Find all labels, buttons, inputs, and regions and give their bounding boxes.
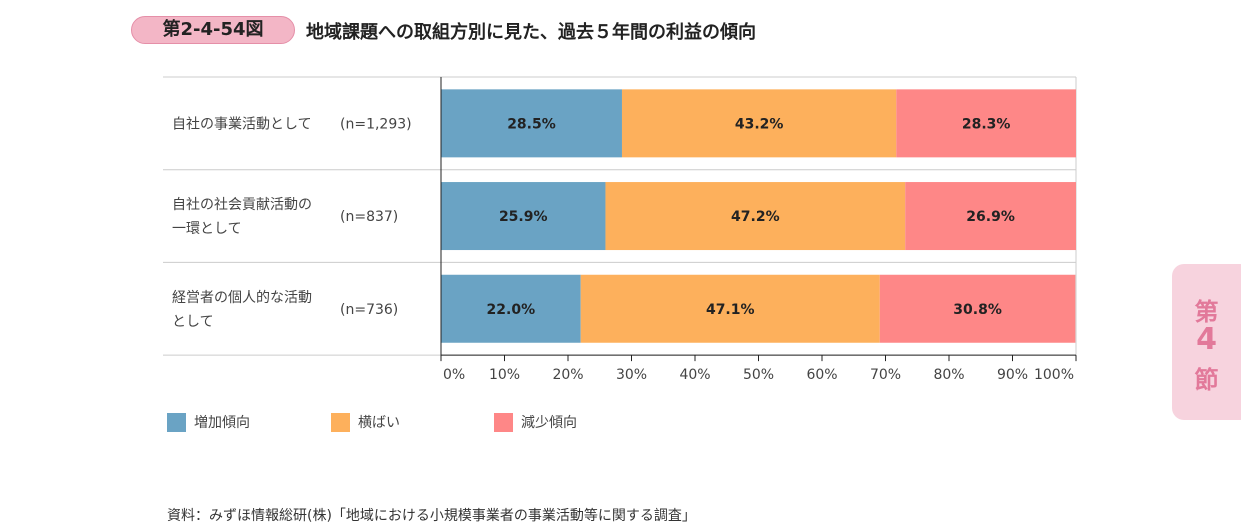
data-label: 28.3% [962, 116, 1011, 132]
figure-number-badge: 第2-4-54図 [131, 16, 295, 44]
x-tick-label: 0% [443, 367, 465, 383]
x-tick-label: 90% [997, 367, 1028, 383]
data-label: 30.8% [953, 302, 1002, 318]
bar-segment [879, 274, 1076, 343]
sample-size-label: (n=837) [340, 209, 398, 225]
bar-segment [441, 182, 606, 251]
category-label: 一環として [172, 221, 242, 237]
x-tick-label: 70% [870, 367, 901, 383]
bar-segment [896, 89, 1076, 158]
data-label: 25.9% [499, 209, 548, 225]
data-label: 26.9% [966, 209, 1015, 225]
x-tick-label: 40% [679, 367, 710, 383]
legend-label: 増加傾向 [194, 415, 250, 431]
x-tick-label: 10% [489, 367, 520, 383]
x-tick-label: 100% [1034, 367, 1074, 383]
category-label: として [172, 314, 214, 330]
data-label: 43.2% [735, 116, 784, 132]
side-tab-char-2: 4 [1196, 322, 1217, 357]
category-label: 経営者の個人的な活動 [172, 290, 312, 306]
x-tick-label: 50% [743, 367, 774, 383]
x-tick-label: 80% [933, 367, 964, 383]
source-note: 資料：みずほ情報総研(株)「地域における小規模事業者の事業活動等に関する調査」 [167, 508, 696, 524]
bar-segment [605, 182, 906, 251]
x-tick-label: 30% [616, 367, 647, 383]
legend-swatch [167, 413, 186, 432]
data-label: 47.2% [731, 209, 780, 225]
side-tab-char-1: 第 [1194, 298, 1219, 326]
bar-segment [905, 182, 1076, 251]
bar-segment [580, 274, 880, 343]
bar-segment [621, 89, 897, 158]
category-label: 自社の社会貢献活動の [172, 197, 312, 213]
section-side-tab: 第 4 節 [1172, 264, 1241, 420]
legend-swatch [494, 413, 513, 432]
x-tick-label: 60% [806, 367, 837, 383]
x-tick-label: 20% [552, 367, 583, 383]
figure-title: 地域課題への取組方別に見た、過去５年間の利益の傾向 [306, 22, 756, 43]
legend-label: 減少傾向 [521, 414, 577, 431]
category-label: 自社の事業活動として [172, 116, 312, 132]
bar-segment [441, 89, 622, 158]
stacked-bar-chart: 28.5% 43.2% 28.3% 自社の事業活動として (n=1,293) 25.9% 4… [163, 76, 1077, 432]
side-tab-char-3: 節 [1194, 366, 1219, 394]
data-label: 22.0% [487, 302, 536, 318]
legend-label: 横ばい [358, 415, 400, 431]
data-label: 28.5% [507, 116, 556, 132]
bar-segment [441, 274, 581, 343]
data-label: 47.1% [706, 302, 755, 318]
sample-size-label: (n=1,293) [340, 116, 412, 132]
sample-size-label: (n=736) [340, 302, 398, 318]
legend-swatch [331, 413, 350, 432]
